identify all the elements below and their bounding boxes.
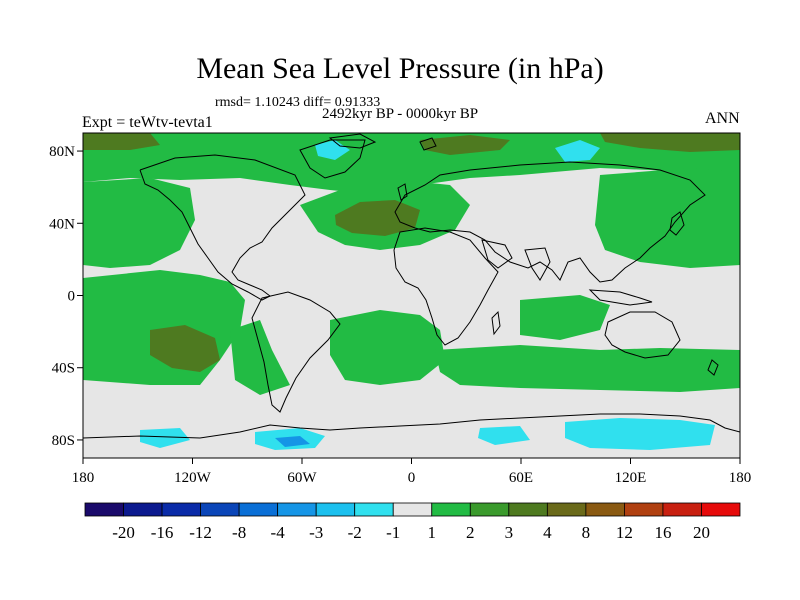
arctic-strong-east bbox=[600, 133, 740, 152]
x-tick-label: 180 bbox=[729, 470, 752, 486]
north-pacific-positive-west bbox=[83, 178, 195, 268]
y-tick-label: 40S bbox=[52, 361, 75, 377]
southern-ocean-band bbox=[435, 345, 740, 392]
x-tick-label: 60E bbox=[509, 470, 533, 486]
siberia-strong bbox=[420, 135, 510, 155]
colorbar-label: 3 bbox=[505, 523, 514, 542]
eurasia-coast bbox=[394, 161, 706, 283]
north-pacific-positive-east bbox=[595, 168, 740, 268]
colorbar-box bbox=[84, 502, 124, 517]
africa-coast bbox=[393, 227, 499, 346]
colorbar-label: -12 bbox=[189, 523, 212, 542]
india-coast bbox=[524, 247, 551, 281]
madagascar-coast bbox=[491, 310, 501, 336]
colorbar-label: 8 bbox=[582, 523, 591, 542]
colorbar-box bbox=[354, 502, 394, 517]
greenland-coast bbox=[299, 139, 366, 179]
stats-label: rmsd= 1.10243 diff= 0.91333 bbox=[215, 95, 381, 110]
arctic-negative bbox=[555, 140, 600, 162]
south-pacific-strong bbox=[150, 325, 220, 372]
colorbar-label: 16 bbox=[654, 523, 671, 542]
colorbar-label: -4 bbox=[271, 523, 286, 542]
japan-coast bbox=[669, 211, 685, 236]
north-america-coast bbox=[139, 154, 306, 301]
experiment-label: Expt = teWtv-tevta1 bbox=[82, 114, 213, 131]
colorbar-label: -16 bbox=[151, 523, 174, 542]
x-tick-label: 180 bbox=[72, 470, 95, 486]
colorbar-box bbox=[546, 502, 587, 517]
colorbar-box bbox=[624, 502, 664, 517]
colorbar-label: -8 bbox=[232, 523, 246, 542]
y-tick-label: 80N bbox=[49, 144, 75, 160]
y-tick-label: 40N bbox=[49, 216, 75, 232]
colorbar-box bbox=[585, 502, 625, 517]
new-zealand-coast bbox=[707, 359, 719, 376]
svalbard-coast bbox=[419, 137, 437, 151]
map-title: Mean Sea Level Pressure (in hPa) bbox=[196, 52, 604, 85]
colorbar-box bbox=[469, 502, 510, 517]
coastlines bbox=[83, 133, 740, 439]
x-tick-label: 0 bbox=[408, 470, 416, 486]
season-label: ANN bbox=[705, 110, 740, 127]
x-tick-label: 120W bbox=[174, 470, 212, 486]
colorbar-label: 2 bbox=[466, 523, 475, 542]
colorbar-box bbox=[200, 502, 240, 517]
colorbar-box bbox=[123, 502, 163, 517]
colorbar-boxes bbox=[84, 502, 741, 517]
colorbar-label: -3 bbox=[309, 523, 323, 542]
y-tick-label: 80S bbox=[52, 433, 75, 449]
map-field bbox=[83, 133, 740, 458]
south-atlantic-positive bbox=[330, 310, 445, 385]
colorbar-box bbox=[277, 502, 317, 517]
colorbar-box bbox=[431, 502, 471, 517]
period-label: 2492kyr BP - 0000kyr BP bbox=[322, 106, 479, 122]
y-tick-label: 0 bbox=[68, 289, 76, 305]
colorbar-box bbox=[161, 502, 201, 517]
colorbar-box bbox=[508, 502, 548, 517]
uk-coast bbox=[397, 183, 408, 201]
antarctic-negative-east bbox=[565, 418, 715, 450]
x-axis: 180 120W 60W 0 60E 120E 180 bbox=[72, 458, 752, 486]
antarctic-strong-weddell bbox=[275, 436, 310, 447]
antarctic-negative-west bbox=[140, 428, 190, 448]
greenland-negative bbox=[315, 140, 350, 160]
north-atlantic-strong bbox=[335, 200, 420, 236]
colorbar-box bbox=[662, 502, 702, 517]
colorbar-label: 1 bbox=[428, 523, 437, 542]
indonesia-coast bbox=[588, 289, 653, 306]
colorbar-box bbox=[238, 502, 279, 517]
indian-ocean-positive bbox=[520, 295, 610, 340]
colorbar-labels: -20 -16 -12 -8 -4 -3 -2 -1 1 2 3 4 8 12 16 20 bbox=[112, 523, 710, 542]
australia-coast bbox=[604, 311, 681, 359]
colorbar-label: 12 bbox=[616, 523, 633, 542]
colorbar-box bbox=[701, 502, 741, 517]
arctic-islands-coast bbox=[328, 133, 377, 149]
south-america-coast bbox=[251, 291, 341, 413]
colorbar-label: 20 bbox=[693, 523, 710, 542]
south-pacific-east bbox=[230, 320, 290, 395]
colorbar-label: -2 bbox=[348, 523, 362, 542]
colorbar-box bbox=[315, 502, 356, 517]
colorbar-label: -20 bbox=[112, 523, 135, 542]
x-tick-label: 60W bbox=[287, 470, 317, 486]
arabia-coast bbox=[481, 239, 513, 269]
arctic-strong-west bbox=[83, 133, 160, 150]
colorbar-box bbox=[392, 502, 433, 517]
antarctic-negative-mid bbox=[478, 426, 530, 445]
colorbar-label: -1 bbox=[386, 523, 400, 542]
colorbar-label: 4 bbox=[543, 523, 552, 542]
x-tick-label: 120E bbox=[615, 470, 647, 486]
antarctica-coast bbox=[83, 413, 740, 439]
y-axis: 80N 40N 0 40S 80S bbox=[49, 144, 83, 449]
